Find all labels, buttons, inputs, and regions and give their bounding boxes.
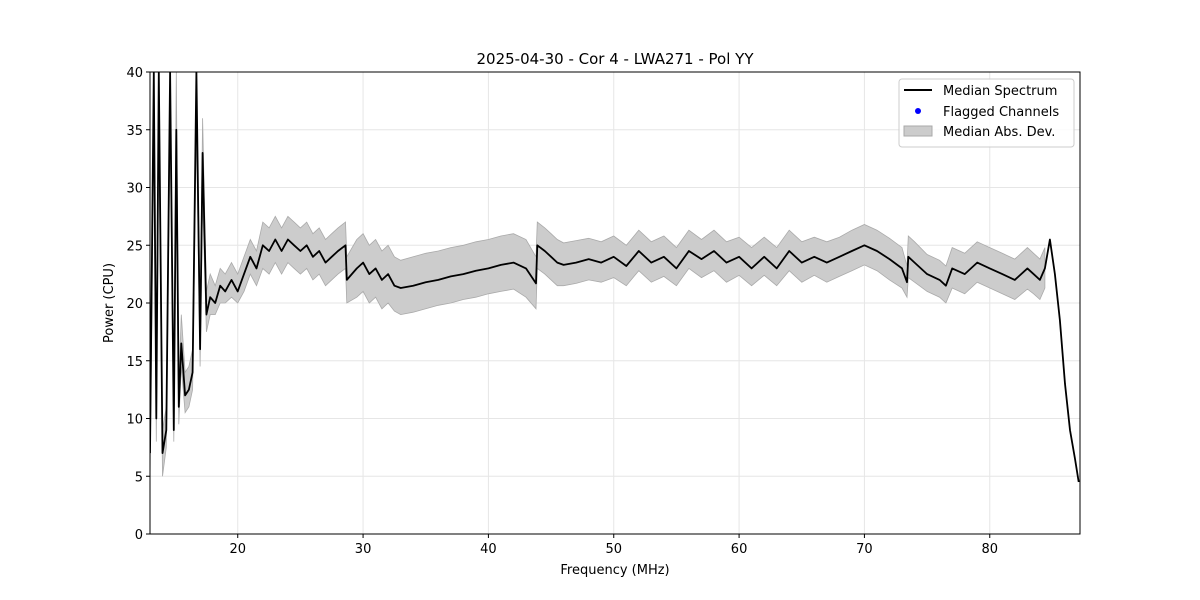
legend-box: [898, 78, 1075, 148]
x-tick-label: 20: [229, 542, 246, 557]
legend-label-median-spectrum: Median Spectrum: [943, 84, 1057, 99]
axis-ticks: 20 30 40 50 60 70 80 0 5 10 15 20 25 30 35 40: [126, 66, 998, 557]
y-tick-label: 40: [126, 66, 143, 81]
y-tick-label: 35: [126, 124, 143, 139]
plot-area: [150, 72, 1080, 483]
y-tick-label: 10: [126, 413, 143, 428]
y-tick-label: 5: [135, 470, 143, 485]
x-tick-label: 80: [981, 542, 998, 557]
x-tick-label: 40: [480, 542, 497, 557]
x-tick-label: 70: [856, 542, 873, 557]
x-tick-label: 60: [731, 542, 748, 557]
x-axis-label: Frequency (MHz): [560, 563, 669, 578]
y-tick-label: 30: [126, 182, 143, 197]
y-tick-label: 15: [126, 355, 143, 370]
legend-label-median-abs-dev: Median Abs. Dev.: [943, 125, 1055, 140]
x-tick-label: 50: [605, 542, 622, 557]
y-tick-label: 20: [126, 297, 143, 312]
legend-point-swatch: [915, 108, 921, 114]
y-axis-label: Power (CPU): [102, 263, 117, 343]
y-tick-label: 25: [126, 239, 143, 254]
legend: Median Spectrum Flagged Channels Median …: [898, 78, 1075, 148]
y-tick-label: 0: [135, 528, 143, 543]
series-median-spectrum-line: [150, 72, 1080, 483]
x-tick-label: 30: [355, 542, 372, 557]
legend-patch-swatch: [903, 125, 933, 137]
legend-label-flagged-channels: Flagged Channels: [943, 105, 1059, 120]
chart-title: 2025-04-30 - Cor 4 - LWA271 - Pol YY: [477, 50, 755, 68]
series-median-abs-dev-band: [150, 72, 1046, 483]
